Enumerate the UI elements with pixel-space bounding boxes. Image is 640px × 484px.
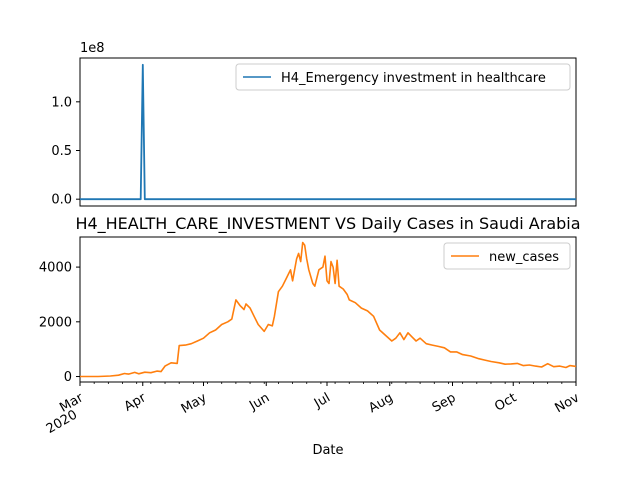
bottom-plot-frame <box>79 236 577 383</box>
bottom-legend: new_cases <box>443 242 571 270</box>
bottom-x-tick-label: Aug <box>366 390 395 416</box>
top-legend-box <box>235 63 571 91</box>
bottom-legend-box <box>443 242 571 270</box>
top-series-line <box>80 63 576 201</box>
top-y-axis: 0.0 0.5 1.0 <box>51 95 80 208</box>
bottom-y-axis: 0 2000 4000 <box>39 261 80 385</box>
bottom-x-tick-label: Jun <box>246 390 272 414</box>
bottom-series-group <box>80 241 577 378</box>
bottom-x-tick-label: Apr <box>122 390 150 415</box>
top-plot-frame <box>79 57 577 207</box>
bottom-x-tick-label: Oct <box>492 390 519 414</box>
bottom-legend-label: new_cases <box>489 250 559 265</box>
top-y-tick-label: 0.5 <box>51 144 72 159</box>
bottom-x-tick-label: Jul <box>311 390 333 411</box>
bottom-y-tick-label: 0 <box>64 370 72 385</box>
bottom-x-tick-label: May <box>179 390 210 417</box>
top-series-group <box>80 63 576 201</box>
bottom-y-tick-label: 4000 <box>39 261 72 276</box>
x-axis-label: Date <box>312 443 343 458</box>
top-y-tick-label: 1.0 <box>51 95 72 110</box>
top-legend: H4_Emergency investment in healthcare <box>235 63 571 91</box>
top-chart: 0.0 0.5 1.0 1e8 H4_Emergency investment in… <box>51 41 577 208</box>
bottom-chart-title: H4_HEALTH_CARE_INVESTMENT VS Daily Cases… <box>75 214 580 234</box>
top-y-offset-label: 1e8 <box>80 41 105 56</box>
bottom-chart: H4_HEALTH_CARE_INVESTMENT VS Daily Cases… <box>39 214 582 458</box>
top-legend-label: H4_Emergency investment in healthcare <box>281 71 546 86</box>
bottom-x-tick-label: Nov <box>553 390 583 416</box>
bottom-x-tick-label: Sep <box>430 390 459 415</box>
top-y-tick-label: 0.0 <box>51 193 72 208</box>
bottom-series-line <box>80 241 577 378</box>
bottom-y-tick-label: 2000 <box>39 315 72 330</box>
